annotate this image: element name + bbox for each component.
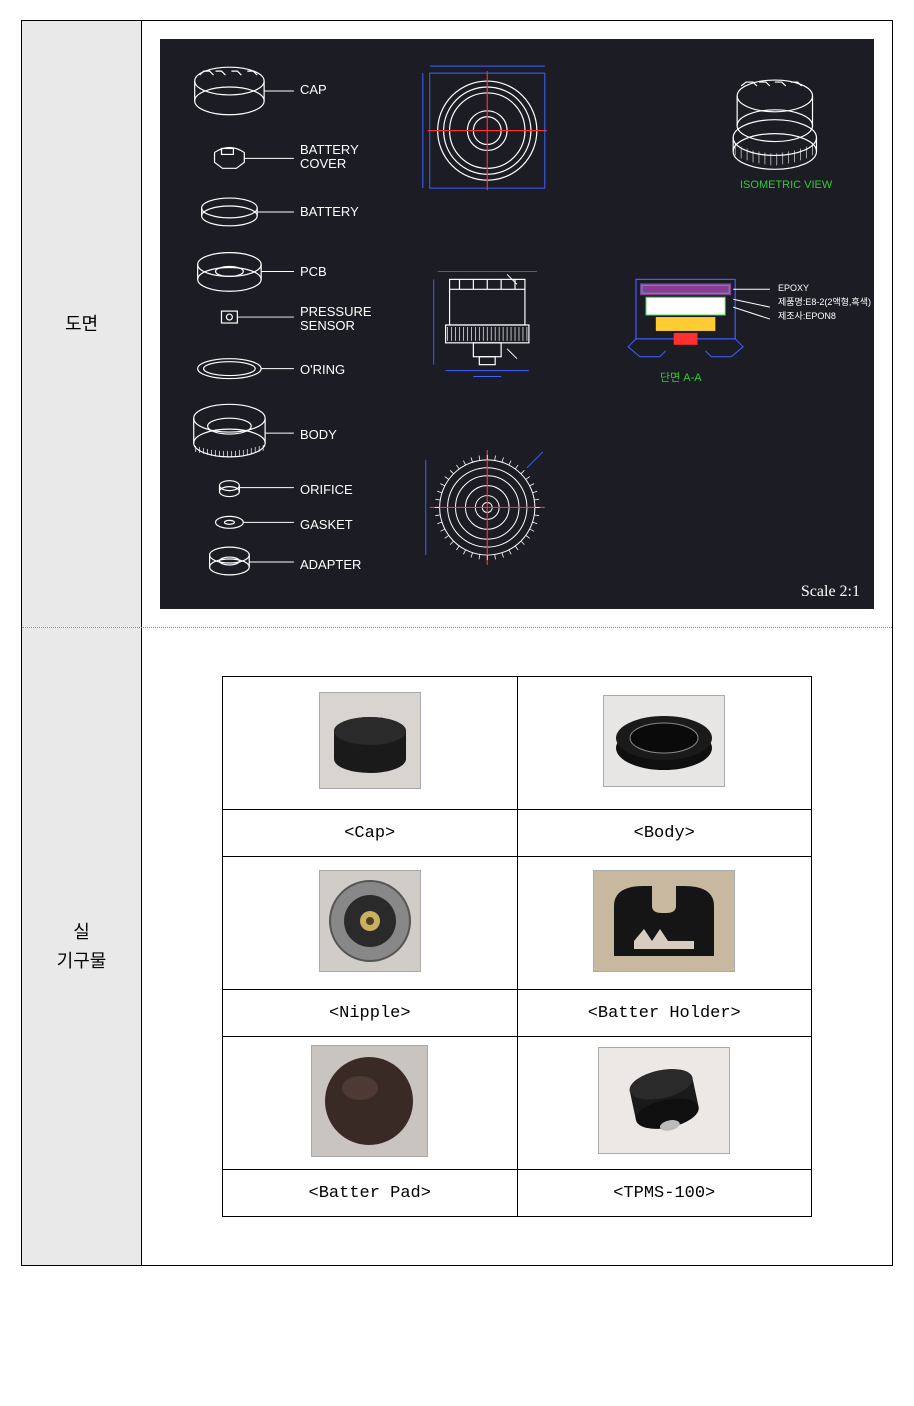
caption-pad: <Batter Pad> <box>223 1170 518 1217</box>
physical-row: 실기구물 <box>22 628 892 1265</box>
section-label: 단면 A-A <box>660 369 702 385</box>
drawing-label-cell: 도면 <box>22 21 142 627</box>
caption-nipple: <Nipple> <box>223 990 518 1037</box>
caption-holder: <Batter Holder> <box>517 990 812 1037</box>
part-label-oring: O'RING <box>300 362 345 377</box>
cross-note-3: 제조사:EPON8 <box>778 311 836 323</box>
physical-label-cell: 실기구물 <box>22 628 142 1265</box>
part-label-battery: BATTERY <box>300 204 359 219</box>
photo-cell-tpms <box>517 1037 812 1170</box>
part-label-pressure-sensor: PRESSURESENSOR <box>300 305 372 334</box>
part-label-gasket: GASKET <box>300 517 353 532</box>
photo-cell-nipple <box>223 857 518 990</box>
scale-label: Scale 2:1 <box>801 583 860 601</box>
cross-note-1: EPOXY <box>778 283 809 295</box>
cad-drawing: CAP BATTERYCOVER BATTERY PCB PRESSURESEN… <box>160 39 874 609</box>
cross-note-2: 제품명:E8-2(2액형,흑색) <box>778 297 871 309</box>
photo-cell-body <box>517 677 812 810</box>
cad-svg <box>160 39 874 609</box>
parts-grid: <Cap> <Body> <box>222 676 812 1217</box>
photo-holder <box>593 870 735 972</box>
part-label-pcb: PCB <box>300 264 327 279</box>
photo-body <box>603 695 725 787</box>
drawing-row: 도면 <box>22 21 892 628</box>
photo-nipple <box>319 870 421 972</box>
part-label-cap: CAP <box>300 82 327 97</box>
photo-cap <box>319 692 421 789</box>
iso-view-label: ISOMETRIC VIEW <box>740 179 832 191</box>
caption-cap: <Cap> <box>223 810 518 857</box>
drawing-label: 도면 <box>65 310 98 339</box>
document-table: 도면 <box>21 20 893 1266</box>
physical-content: <Cap> <Body> <box>142 628 892 1265</box>
part-label-orifice: ORIFICE <box>300 482 353 497</box>
part-label-body: BODY <box>300 427 337 442</box>
photo-pad <box>311 1045 428 1157</box>
photo-cell-holder <box>517 857 812 990</box>
photo-cell-cap <box>223 677 518 810</box>
caption-body: <Body> <box>517 810 812 857</box>
caption-tpms: <TPMS-100> <box>517 1170 812 1217</box>
physical-label: 실기구물 <box>57 918 107 976</box>
drawing-content: CAP BATTERYCOVER BATTERY PCB PRESSURESEN… <box>142 21 892 627</box>
part-label-adapter: ADAPTER <box>300 557 361 572</box>
photo-cell-pad <box>223 1037 518 1170</box>
part-label-battery-cover: BATTERYCOVER <box>300 143 359 172</box>
photo-tpms <box>598 1047 730 1154</box>
